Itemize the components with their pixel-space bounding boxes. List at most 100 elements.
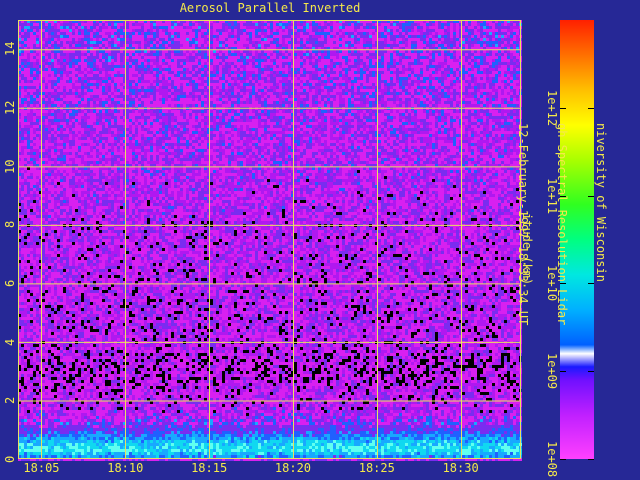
heatmap-cell [432,50,435,53]
heatmap-cell [198,98,201,101]
heatmap-cell [477,95,480,98]
heatmap-cell [180,80,183,83]
heatmap-cell [225,71,228,74]
heatmap-cell [189,71,192,74]
heatmap-cell [195,20,198,23]
heatmap-cell [405,104,408,107]
heatmap-cell [138,32,141,35]
heatmap-cell [153,95,156,98]
heatmap-cell [99,35,102,38]
heatmap-cell [174,32,177,35]
heatmap-cell [414,98,417,101]
heatmap-cell [504,29,507,32]
heatmap-cell [57,20,60,23]
heatmap-cell [246,77,249,80]
heatmap-cell [444,41,447,44]
heatmap-cell [234,71,237,74]
heatmap-cell [78,53,81,56]
heatmap-cell [423,44,426,47]
heatmap-cell [252,80,255,83]
heatmap-cell [186,41,189,44]
heatmap-cell [471,47,474,50]
heatmap-cell [468,44,471,47]
heatmap-cell [450,41,453,44]
heatmap-cell [510,104,513,107]
heatmap-cell [477,29,480,32]
heatmap-cell [27,47,30,50]
heatmap-cell [297,104,300,107]
heatmap-cell [258,56,261,59]
heatmap-cell [258,44,261,47]
heatmap-cell [45,80,48,83]
heatmap-cell [243,89,246,92]
heatmap-cell [276,41,279,44]
heatmap-cell [321,92,324,95]
heatmap-cell [414,56,417,59]
heatmap-cell [177,89,180,92]
heatmap-cell [321,29,324,32]
heatmap-cell [192,74,195,77]
heatmap-cell [480,71,483,74]
heatmap-cell [216,53,219,56]
heatmap-cell [408,74,411,77]
heatmap-cell [474,86,477,89]
heatmap-cell [444,104,447,107]
heatmap-cell [165,74,168,77]
heatmap-cell [222,95,225,98]
heatmap-cell [396,89,399,92]
heatmap-cell [480,32,483,35]
heatmap-cell [198,47,201,50]
heatmap-cell [66,65,69,68]
heatmap-cell [174,44,177,47]
heatmap-cell [210,80,213,83]
heatmap-cell [375,41,378,44]
heatmap-cell [423,92,426,95]
heatmap-cell [135,38,138,41]
heatmap-cell [120,95,123,98]
heatmap-cell [81,32,84,35]
heatmap-cell [42,74,45,77]
heatmap-cell [168,23,171,26]
heatmap-cell [222,32,225,35]
heatmap-cell [363,32,366,35]
heatmap-cell [420,56,423,59]
heatmap-cell [357,44,360,47]
heatmap-cell [162,104,165,107]
heatmap-cell [18,86,21,89]
heatmap-cell [18,44,21,47]
heatmap-cell [309,92,312,95]
heatmap-cell [249,89,252,92]
heatmap-cell [186,38,189,41]
heatmap-cell [51,98,54,101]
heatmap-cell [330,44,333,47]
heatmap-cell [297,80,300,83]
heatmap-cell [96,77,99,80]
heatmap-cell [228,50,231,53]
heatmap-cell [63,95,66,98]
heatmap-cell [369,47,372,50]
heatmap-cell [330,74,333,77]
heatmap-cell [159,92,162,95]
heatmap-cell [315,80,318,83]
heatmap-cell [357,59,360,62]
heatmap-cell [30,26,33,29]
heatmap-cell [333,41,336,44]
heatmap-cell [69,98,72,101]
heatmap-cell [393,29,396,32]
heatmap-cell [495,26,498,29]
heatmap-cell [348,20,351,23]
heatmap-cell [255,56,258,59]
heatmap-cell [75,47,78,50]
heatmap-cell [201,83,204,86]
heatmap-cell [39,41,42,44]
heatmap-cell [351,41,354,44]
heatmap-cell [411,62,414,65]
heatmap-cell [216,50,219,53]
heatmap-cell [114,74,117,77]
heatmap-cell [153,101,156,104]
heatmap-cell [111,98,114,101]
heatmap-cell [33,26,36,29]
heatmap-cell [99,104,102,107]
heatmap-cell [156,80,159,83]
heatmap-cell [51,95,54,98]
